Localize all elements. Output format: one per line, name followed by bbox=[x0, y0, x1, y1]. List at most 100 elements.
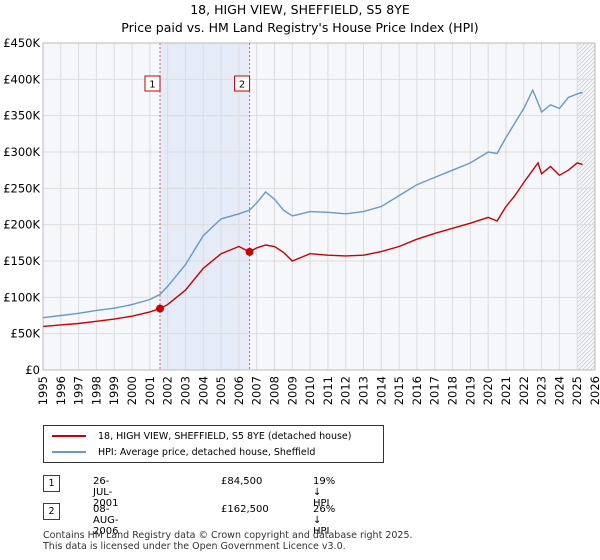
sale-price: £84,500 bbox=[221, 476, 263, 487]
forecast-hatch bbox=[576, 348, 596, 368]
forecast-hatch bbox=[576, 180, 596, 200]
x-tick-label: 2022 bbox=[517, 376, 531, 405]
x-tick-label: 2011 bbox=[321, 376, 335, 405]
forecast-hatch bbox=[576, 56, 596, 76]
sale-label-number: 2 bbox=[239, 80, 245, 91]
x-tick-label: 2025 bbox=[570, 376, 584, 405]
legend-item-property: 18, HIGH VIEW, SHEFFIELD, S5 8YE (detach… bbox=[52, 429, 351, 443]
forecast-hatch bbox=[576, 196, 596, 216]
x-tick-label: 2009 bbox=[285, 376, 299, 405]
forecast-hatch bbox=[581, 356, 596, 371]
x-tick-label: 2010 bbox=[303, 376, 317, 405]
forecast-hatch bbox=[576, 48, 596, 68]
x-tick-label: 1996 bbox=[54, 376, 68, 405]
sale-label-number: 1 bbox=[149, 80, 155, 91]
y-tick-label: £250K bbox=[3, 181, 40, 195]
forecast-hatch bbox=[576, 268, 596, 288]
x-tick-label: 2019 bbox=[463, 376, 477, 405]
chart-title-address: 18, HIGH VIEW, SHEFFIELD, S5 8YE bbox=[190, 2, 410, 17]
sale-label-box bbox=[144, 75, 161, 92]
forecast-hatch bbox=[576, 344, 596, 364]
forecast-hatch bbox=[576, 296, 596, 316]
forecast-hatch bbox=[576, 124, 596, 144]
plot-border bbox=[42, 42, 596, 371]
hpi-line bbox=[42, 88, 583, 319]
forecast-hatch bbox=[576, 260, 596, 280]
forecast-hatch bbox=[576, 288, 596, 308]
y-tick-label: £400K bbox=[3, 72, 40, 86]
legend-swatch-hpi bbox=[52, 451, 86, 453]
x-tick-label: 1997 bbox=[72, 376, 86, 405]
x-tick-label: 2017 bbox=[428, 376, 442, 405]
forecast-hatch bbox=[576, 42, 594, 60]
forecast-hatch bbox=[576, 200, 596, 220]
forecast-hatch bbox=[576, 52, 596, 72]
legend-swatch-property bbox=[52, 435, 86, 437]
x-tick-label: 2021 bbox=[499, 376, 513, 405]
x-tick-label: 2012 bbox=[339, 376, 353, 405]
sale-hpi-diff: 19% ↓ HPI bbox=[313, 476, 336, 509]
forecast-hatch bbox=[576, 284, 596, 304]
x-tick-label: 2020 bbox=[481, 376, 495, 405]
forecast-hatch bbox=[576, 224, 596, 244]
x-tick-label: 2000 bbox=[125, 376, 139, 405]
forecast-hatch bbox=[576, 272, 596, 292]
forecast-hatch bbox=[576, 68, 596, 88]
x-tick-label: 2023 bbox=[535, 376, 549, 405]
forecast-hatch bbox=[576, 220, 596, 240]
forecast-hatch bbox=[576, 276, 596, 296]
forecast-hatch bbox=[576, 312, 596, 332]
forecast-hatch bbox=[576, 228, 596, 248]
forecast-hatch bbox=[576, 42, 586, 52]
forecast-hatch bbox=[576, 236, 596, 256]
forecast-hatch bbox=[576, 208, 596, 228]
forecast-hatch bbox=[576, 168, 596, 188]
y-tick-label: £300K bbox=[3, 145, 40, 159]
x-tick-label: 1999 bbox=[107, 376, 121, 405]
forecast-hatch bbox=[576, 104, 596, 124]
x-tick-label: 2004 bbox=[196, 376, 210, 405]
y-tick-label: £100K bbox=[3, 290, 40, 304]
forecast-hatch bbox=[585, 360, 596, 371]
y-tick-label: £450K bbox=[3, 36, 40, 50]
footer-copyright: Contains HM Land Registry data © Crown c… bbox=[43, 530, 413, 541]
sale-date: 08-AUG-2006 bbox=[93, 504, 119, 537]
sale-price: £162,500 bbox=[221, 504, 269, 515]
forecast-hatch bbox=[576, 248, 596, 268]
forecast-hatch bbox=[576, 92, 596, 112]
x-tick-label: 2014 bbox=[374, 376, 388, 405]
forecast-hatch bbox=[576, 308, 596, 328]
x-tick-label: 2024 bbox=[552, 376, 566, 405]
y-tick-label: £150K bbox=[3, 254, 40, 268]
footer-license: This data is licensed under the Open Gov… bbox=[43, 541, 346, 552]
forecast-hatch bbox=[576, 328, 596, 348]
forecast-hatch bbox=[576, 120, 596, 140]
x-tick-label: 2016 bbox=[410, 376, 424, 405]
x-tick-label: 2008 bbox=[267, 376, 281, 405]
sale-hpi-diff: 26% ↓ HPI bbox=[313, 504, 336, 537]
forecast-hatch bbox=[576, 176, 596, 196]
x-tick-label: 2018 bbox=[446, 376, 460, 405]
y-tick-label: £200K bbox=[3, 218, 40, 232]
forecast-hatch bbox=[576, 144, 596, 164]
forecast-hatch bbox=[576, 188, 596, 208]
forecast-hatch bbox=[576, 64, 596, 84]
y-tick-label: £0 bbox=[25, 363, 40, 377]
sale-point bbox=[245, 247, 254, 256]
legend-label-property: 18, HIGH VIEW, SHEFFIELD, S5 8YE (detach… bbox=[98, 430, 352, 442]
forecast-hatch bbox=[576, 42, 582, 48]
forecast-hatch bbox=[576, 316, 596, 336]
forecast-hatch bbox=[576, 128, 596, 148]
forecast-hatch bbox=[576, 204, 596, 224]
forecast-hatch bbox=[576, 216, 596, 236]
forecast-hatch bbox=[577, 352, 596, 371]
forecast-hatch bbox=[576, 212, 596, 232]
forecast-hatch bbox=[576, 264, 596, 284]
chart-subtitle: Price paid vs. HM Land Registry's House … bbox=[121, 20, 479, 35]
sale-number-badge: 2 bbox=[43, 503, 60, 520]
forecast-hatch bbox=[576, 160, 596, 180]
plot-area bbox=[43, 43, 595, 370]
x-tick-label: 1995 bbox=[36, 376, 50, 405]
forecast-hatch bbox=[576, 340, 596, 360]
forecast-hatch bbox=[589, 364, 596, 371]
